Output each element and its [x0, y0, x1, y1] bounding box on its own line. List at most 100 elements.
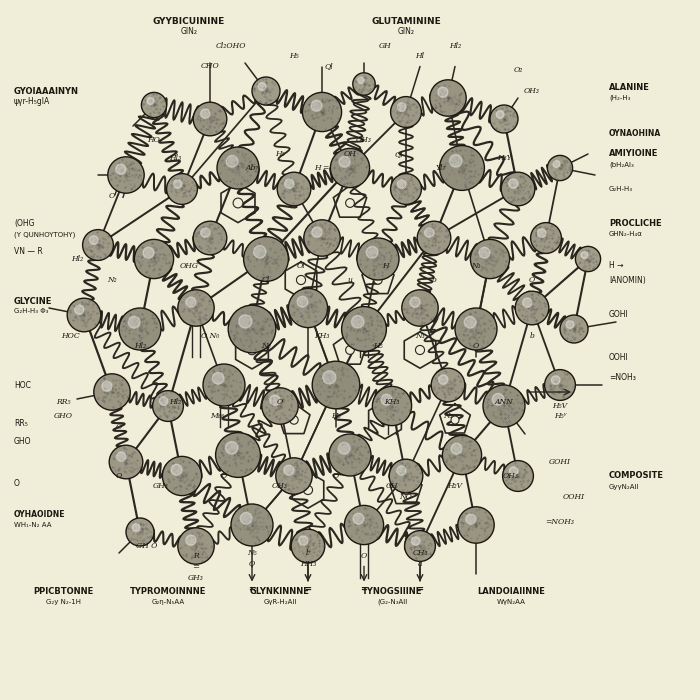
Circle shape [412, 537, 420, 545]
Text: (H₂-H₃: (H₂-H₃ [609, 94, 631, 101]
Circle shape [330, 148, 370, 188]
Circle shape [430, 80, 466, 116]
Circle shape [466, 514, 476, 524]
Circle shape [329, 434, 371, 476]
Circle shape [346, 199, 354, 207]
Circle shape [398, 103, 406, 111]
Circle shape [134, 239, 174, 279]
Text: HH₃: HH₃ [300, 559, 316, 568]
Text: Hl₂: Hl₂ [169, 398, 181, 407]
Text: u: u [348, 276, 352, 284]
Circle shape [431, 368, 465, 402]
Circle shape [311, 100, 322, 111]
Circle shape [94, 374, 130, 410]
Text: GlN₂: GlN₂ [398, 27, 414, 36]
Text: WγN₂AA: WγN₂AA [496, 599, 526, 605]
Text: O: O [116, 472, 122, 480]
Circle shape [353, 73, 375, 95]
Text: VN — R: VN — R [14, 248, 43, 256]
Text: N₂: N₂ [107, 276, 117, 284]
Text: M₈₈: M₈₈ [210, 412, 224, 421]
Circle shape [186, 297, 196, 307]
Text: KH₃: KH₃ [314, 332, 330, 340]
Text: H₅: H₅ [275, 150, 285, 158]
Circle shape [109, 445, 143, 479]
Text: OYNAOHINA: OYNAOHINA [609, 129, 662, 137]
Text: Hl: Hl [415, 52, 425, 60]
Text: =NOH₃: =NOH₃ [609, 374, 636, 382]
Circle shape [323, 371, 336, 384]
Circle shape [132, 524, 140, 531]
Text: TYNOGSIIINE: TYNOGSIIINE [362, 587, 422, 596]
Text: Ab₇: Ab₇ [245, 164, 259, 172]
Text: GHO: GHO [14, 437, 32, 445]
Circle shape [547, 155, 573, 181]
Circle shape [116, 164, 126, 174]
Text: OYHAOIDNE: OYHAOIDNE [14, 510, 66, 519]
Text: H: H [382, 262, 388, 270]
Circle shape [226, 155, 238, 167]
Circle shape [372, 386, 412, 426]
Text: =: = [193, 563, 200, 571]
Circle shape [503, 461, 533, 491]
Text: =NOH₃: =NOH₃ [545, 517, 575, 526]
Circle shape [560, 315, 588, 343]
Circle shape [439, 375, 448, 384]
Text: ψγr-H₅glA: ψγr-H₅glA [14, 97, 50, 106]
Circle shape [233, 198, 243, 208]
Text: O: O [14, 479, 20, 487]
Text: G₂y N₂-1H: G₂y N₂-1H [46, 599, 80, 605]
Circle shape [225, 442, 238, 454]
Text: GOHI: GOHI [609, 311, 629, 319]
Text: RR₅: RR₅ [56, 398, 70, 407]
Circle shape [288, 288, 328, 328]
Text: H =: H = [314, 164, 330, 172]
Circle shape [391, 97, 421, 127]
Circle shape [102, 381, 112, 391]
Text: (bH₂Al₃: (bH₂Al₃ [609, 161, 634, 168]
Circle shape [416, 345, 424, 354]
Circle shape [128, 316, 140, 328]
Text: ANN: ANN [495, 398, 513, 407]
Text: CH₃: CH₃ [412, 549, 428, 557]
Text: RR₅: RR₅ [14, 419, 28, 428]
Text: l₇: l₇ [305, 549, 311, 557]
Text: GYYBICUININE: GYYBICUININE [153, 17, 225, 25]
Circle shape [262, 388, 298, 424]
Circle shape [171, 464, 182, 475]
Circle shape [380, 415, 390, 425]
Text: R: R [193, 552, 199, 561]
Circle shape [397, 466, 406, 475]
Circle shape [174, 180, 182, 188]
Circle shape [492, 393, 504, 405]
Text: Cl: Cl [262, 276, 270, 284]
Circle shape [509, 179, 518, 188]
Circle shape [143, 247, 154, 258]
Text: TYPROMOINNNE: TYPROMOINNNE [130, 587, 206, 596]
Circle shape [290, 416, 298, 424]
Text: (Y QUNHOYTOHY): (Y QUNHOYTOHY) [14, 231, 76, 238]
Circle shape [402, 486, 410, 494]
Circle shape [449, 155, 462, 167]
Circle shape [451, 416, 459, 424]
Text: O₂: O₂ [513, 66, 523, 74]
Text: H₅: H₅ [373, 342, 383, 351]
Text: GLYCINE: GLYCINE [14, 297, 52, 305]
Text: H₅ᵞ: H₅ᵞ [554, 412, 566, 421]
Text: GLUTAMININE: GLUTAMININE [371, 17, 441, 25]
Text: LANDOIAIINNE: LANDOIAIINNE [477, 587, 545, 596]
Circle shape [510, 467, 518, 475]
Circle shape [581, 251, 588, 258]
Text: =: = [248, 585, 256, 594]
Circle shape [483, 385, 525, 427]
Circle shape [244, 237, 288, 281]
Circle shape [160, 397, 168, 405]
Circle shape [284, 465, 294, 475]
Circle shape [258, 83, 266, 90]
Text: GyγN₂All: GyγN₂All [609, 484, 640, 489]
Circle shape [451, 443, 462, 454]
Circle shape [252, 77, 280, 105]
Circle shape [291, 529, 325, 563]
Circle shape [201, 109, 210, 118]
Circle shape [366, 246, 378, 258]
